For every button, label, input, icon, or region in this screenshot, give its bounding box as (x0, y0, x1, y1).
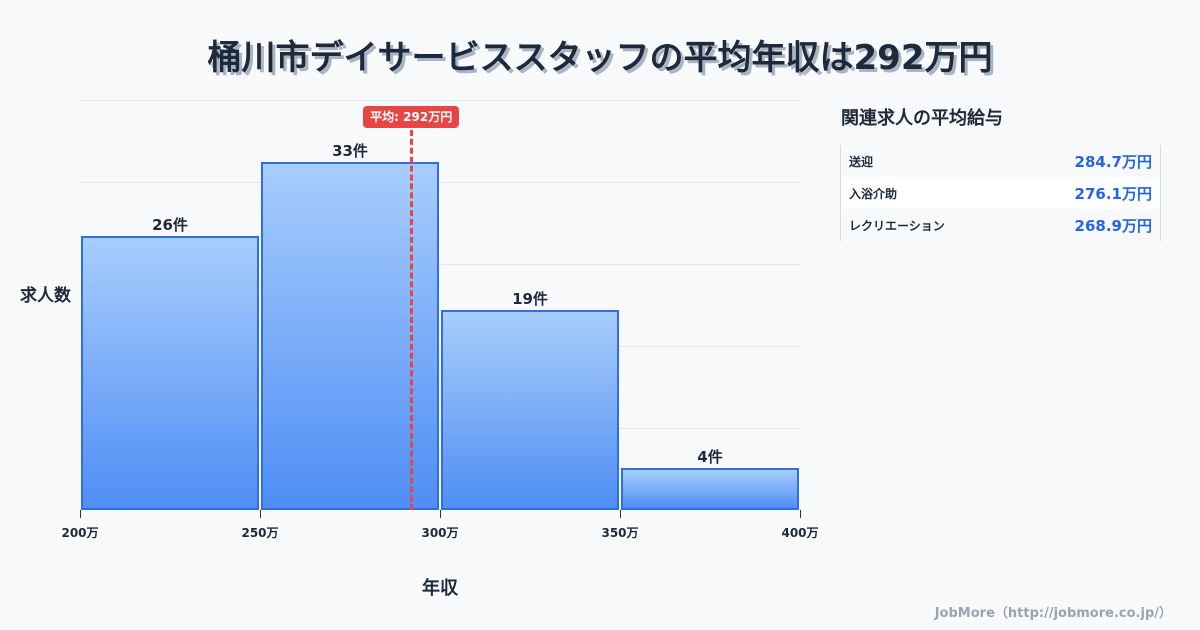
related-salary-row: レクリエーション 268.9万円 (841, 209, 1160, 241)
gridline (80, 100, 800, 101)
x-tick (440, 510, 441, 518)
bar-value-label: 26件 (152, 215, 188, 234)
bar-value-label: 33件 (332, 141, 368, 160)
histogram-bar (261, 161, 439, 510)
job-category-salary: 268.9万円 (1074, 216, 1152, 235)
page-title: 桶川市デイサービススタッフの平均年収は292万円 (207, 38, 993, 78)
bar-value-label: 4件 (697, 447, 723, 466)
histogram-bar (621, 467, 799, 510)
job-category-name: 送迎 (849, 154, 874, 169)
related-salary-row: 送迎 284.7万円 (841, 145, 1160, 177)
x-tick (80, 510, 81, 518)
gridline (80, 346, 800, 347)
x-tick (800, 510, 801, 518)
gridline (80, 428, 800, 429)
gridline (80, 182, 800, 183)
related-salary-row: 入浴介助 276.1万円 (841, 177, 1160, 209)
x-tick (620, 510, 621, 518)
footer-credit: JobMore（http://jobmore.co.jp/） (934, 606, 1172, 621)
bar-value-label: 19件 (512, 289, 548, 308)
y-axis-label: 求人数 (20, 286, 71, 306)
histogram-bar (441, 309, 619, 510)
related-salary-title: 関連求人の平均給与 (841, 108, 1003, 129)
x-tick-label: 400万 (781, 526, 819, 540)
x-tick-label: 200万 (61, 526, 99, 540)
gridline (80, 264, 800, 265)
job-category-name: 入浴介助 (849, 186, 898, 201)
x-tick-label: 300万 (421, 526, 459, 540)
x-tick (260, 510, 261, 518)
job-category-name: レクリエーション (849, 218, 945, 233)
histogram-bar (81, 235, 259, 510)
job-category-salary: 284.7万円 (1074, 152, 1152, 171)
related-salary-table: 送迎 284.7万円 入浴介助 276.1万円 レクリエーション 268.9万円 (840, 145, 1161, 241)
histogram-chart: 26件 33件 19件 4件 200万 250万 300万 350万 400万 平均: 292… (20, 100, 819, 599)
x-tick-label: 350万 (601, 526, 639, 540)
x-tick-label: 250万 (241, 526, 279, 540)
average-line (410, 130, 414, 510)
x-axis-label: 年収 (422, 578, 458, 599)
average-badge: 平均: 292万円 (363, 106, 460, 128)
job-category-salary: 276.1万円 (1074, 184, 1152, 203)
